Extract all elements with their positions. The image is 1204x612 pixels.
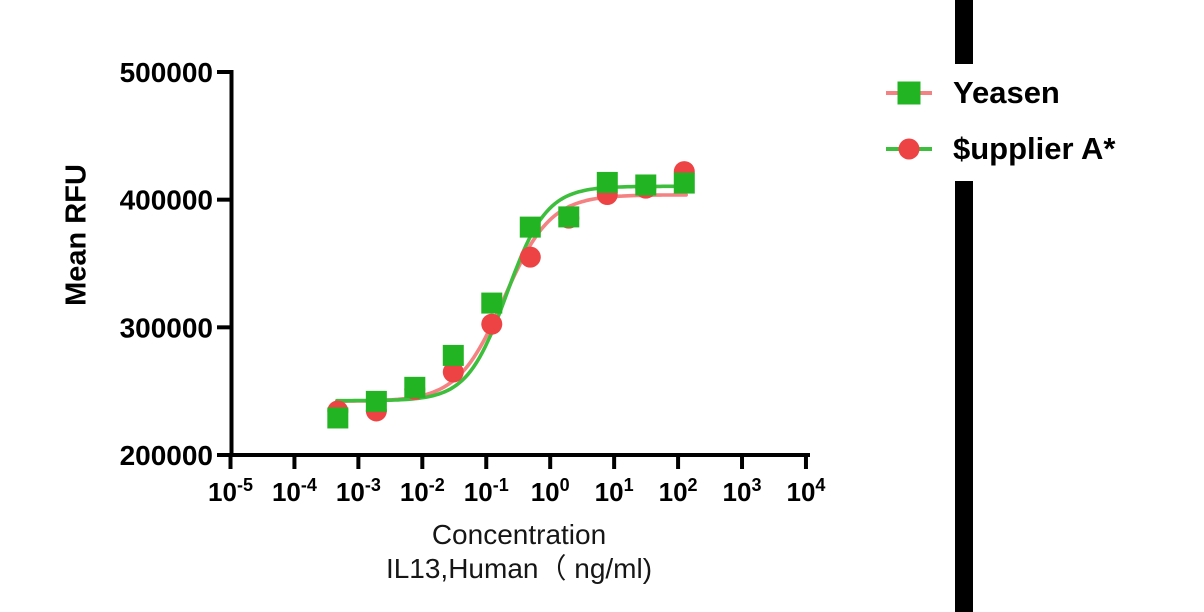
x-tick-label: 10-3 [336, 475, 381, 507]
x-tick-label: 103 [723, 475, 762, 507]
legend-square-icon [897, 81, 921, 104]
x-tick-label: 10-2 [400, 475, 445, 507]
legend-item-supplier-a: $upplier A* [886, 126, 1162, 171]
y-tick-label: 300000 [120, 312, 213, 343]
y-tick-label: 400000 [120, 185, 213, 216]
data-point-yeasen [558, 206, 580, 228]
legend-label-yeasen: Yeasen [953, 74, 1060, 110]
fit-curve-yeasen [335, 184, 688, 403]
data-point-supplier-a [519, 246, 541, 268]
data-point-yeasen [327, 407, 349, 429]
data-point-yeasen [519, 216, 541, 238]
legend-label-supplier-a: $upplier A* [953, 130, 1116, 166]
data-point-yeasen [365, 390, 387, 412]
y-tick-label: 200000 [120, 440, 213, 471]
x-tick-label: 100 [531, 475, 570, 507]
y-tick-label: 500000 [120, 57, 213, 88]
x-tick-label: 101 [595, 475, 634, 507]
legend-item-yeasen: Yeasen [886, 70, 1162, 115]
x-tick-label: 10-4 [272, 475, 317, 507]
data-point-yeasen [442, 344, 464, 366]
x-tick-label: 104 [786, 475, 825, 507]
data-point-yeasen [481, 292, 503, 314]
data-point-supplier-a [481, 313, 503, 335]
x-axis-title-line1: Concentration [431, 519, 607, 550]
data-point-yeasen [596, 171, 618, 193]
x-tick-label: 10-1 [464, 475, 509, 507]
x-tick-label: 102 [659, 475, 698, 507]
x-tick-label: 10-5 [208, 475, 253, 507]
data-point-yeasen [635, 174, 657, 196]
y-axis-title: Mean RFU [60, 164, 93, 306]
x-axis-title: Concentration IL13,Human（ ng/ml) [386, 518, 652, 586]
legend: Yeasen $upplier A* [876, 64, 1162, 181]
legend-circle-icon [898, 138, 920, 159]
data-point-yeasen [404, 376, 426, 398]
x-axis-title-line2: IL13,Human（ ng/ml) [385, 553, 653, 584]
legend-marker-supplier-a [886, 136, 932, 162]
data-point-yeasen [673, 172, 695, 194]
data-point-supplier-a [442, 361, 464, 383]
fit-curve-supplier-a [335, 193, 688, 403]
legend-marker-yeasen [886, 80, 932, 106]
